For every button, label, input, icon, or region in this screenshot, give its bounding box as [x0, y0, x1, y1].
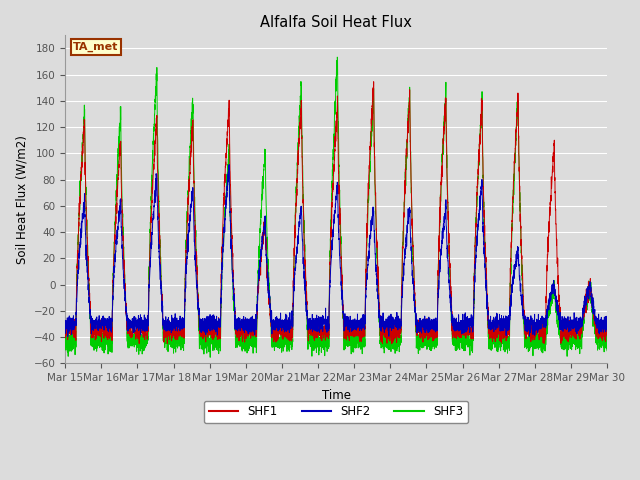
X-axis label: Time: Time [321, 389, 351, 402]
Text: TA_met: TA_met [74, 42, 118, 52]
Title: Alfalfa Soil Heat Flux: Alfalfa Soil Heat Flux [260, 15, 412, 30]
Y-axis label: Soil Heat Flux (W/m2): Soil Heat Flux (W/m2) [15, 135, 28, 264]
Legend: SHF1, SHF2, SHF3: SHF1, SHF2, SHF3 [204, 401, 468, 423]
